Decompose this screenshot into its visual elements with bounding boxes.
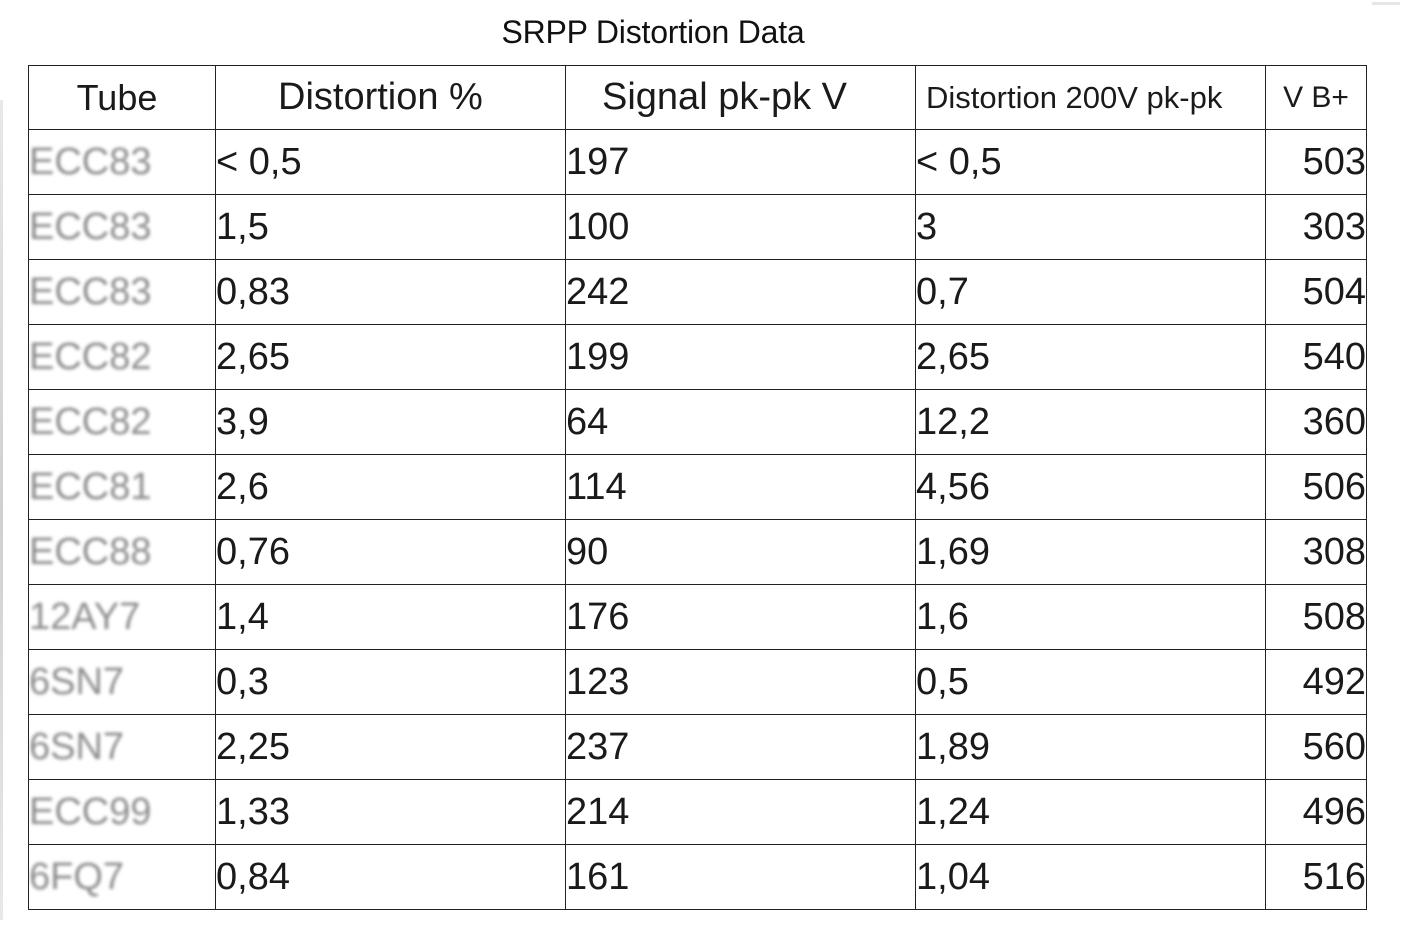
header-distortion: Distortion % [215,65,566,130]
cell-tube: ECC83 [28,259,216,325]
cell-signal: 123 [565,649,916,715]
header-distortion-200v: Distortion 200V pk-pk [915,65,1266,130]
table-row: 6SN7 2,25 237 1,89 560 [28,714,1367,780]
table-row: 6FQ7 0,84 161 1,04 516 [28,844,1367,910]
cell-vb: 516 [1265,844,1367,910]
table-row: 12AY7 1,4 176 1,6 508 [28,584,1367,650]
cell-distortion: 0,83 [215,259,566,325]
cell-vb: 308 [1265,519,1367,585]
cell-distortion: 1,4 [215,584,566,650]
cell-distortion-200v: 1,6 [915,584,1266,650]
cell-vb: 503 [1265,129,1367,195]
cell-distortion-200v: 3 [915,194,1266,260]
table-row: ECC83 0,83 242 0,7 504 [28,259,1367,325]
cell-distortion: 2,6 [215,454,566,520]
header-signal: Signal pk-pk V [565,65,916,130]
cell-signal: 242 [565,259,916,325]
cell-distortion-200v: < 0,5 [915,129,1266,195]
cell-tube: ECC99 [28,779,216,845]
table-row: ECC81 2,6 114 4,56 506 [28,454,1367,520]
cell-vb: 506 [1265,454,1367,520]
table-row: ECC88 0,76 90 1,69 308 [28,519,1367,585]
cell-distortion: < 0,5 [215,129,566,195]
cell-signal: 161 [565,844,916,910]
cell-distortion: 2,25 [215,714,566,780]
cell-distortion-200v: 0,7 [915,259,1266,325]
cell-signal: 176 [565,584,916,650]
distortion-table: Tube Distortion % Signal pk-pk V Distort… [28,65,1367,910]
scan-corner-mark [1372,2,1400,5]
cell-vb: 496 [1265,779,1367,845]
table-row: 6SN7 0,3 123 0,5 492 [28,649,1367,715]
cell-vb: 360 [1265,389,1367,455]
table-row: ECC83 < 0,5 197 < 0,5 503 [28,129,1367,195]
header-vb: V B+ [1265,65,1367,130]
cell-signal: 199 [565,324,916,390]
cell-signal: 90 [565,519,916,585]
cell-signal: 197 [565,129,916,195]
cell-distortion: 3,9 [215,389,566,455]
cell-distortion: 2,65 [215,324,566,390]
cell-signal: 237 [565,714,916,780]
cell-signal: 100 [565,194,916,260]
cell-vb: 504 [1265,259,1367,325]
cell-tube: ECC81 [28,454,216,520]
cell-signal: 64 [565,389,916,455]
cell-distortion-200v: 1,04 [915,844,1266,910]
cell-tube: ECC82 [28,324,216,390]
cell-distortion: 1,33 [215,779,566,845]
cell-distortion-200v: 1,89 [915,714,1266,780]
table-row: ECC82 3,9 64 12,2 360 [28,389,1367,455]
cell-vb: 303 [1265,194,1367,260]
scan-edge-shadow [0,100,3,920]
cell-tube: 6FQ7 [28,844,216,910]
page-title: SRPP Distortion Data [501,14,805,50]
cell-tube: 6SN7 [28,714,216,780]
cell-distortion-200v: 4,56 [915,454,1266,520]
cell-vb: 508 [1265,584,1367,650]
cell-signal: 114 [565,454,916,520]
cell-distortion: 0,76 [215,519,566,585]
cell-distortion: 0,84 [215,844,566,910]
cell-distortion: 1,5 [215,194,566,260]
header-tube: Tube [28,65,216,130]
header-row: Tube Distortion % Signal pk-pk V Distort… [28,65,1367,130]
cell-tube: ECC83 [28,194,216,260]
cell-tube: ECC88 [28,519,216,585]
cell-vb: 560 [1265,714,1367,780]
table-row: ECC99 1,33 214 1,24 496 [28,779,1367,845]
cell-distortion-200v: 1,24 [915,779,1266,845]
cell-distortion-200v: 2,65 [915,324,1266,390]
cell-distortion: 0,3 [215,649,566,715]
cell-tube: ECC83 [28,129,216,195]
cell-distortion-200v: 0,5 [915,649,1266,715]
cell-tube: 12AY7 [28,584,216,650]
cell-distortion-200v: 12,2 [915,389,1266,455]
cell-distortion-200v: 1,69 [915,519,1266,585]
table-row: ECC83 1,5 100 3 303 [28,194,1367,260]
cell-vb: 492 [1265,649,1367,715]
table-row: ECC82 2,65 199 2,65 540 [28,324,1367,390]
cell-tube: 6SN7 [28,649,216,715]
cell-signal: 214 [565,779,916,845]
cell-tube: ECC82 [28,389,216,455]
cell-vb: 540 [1265,324,1367,390]
